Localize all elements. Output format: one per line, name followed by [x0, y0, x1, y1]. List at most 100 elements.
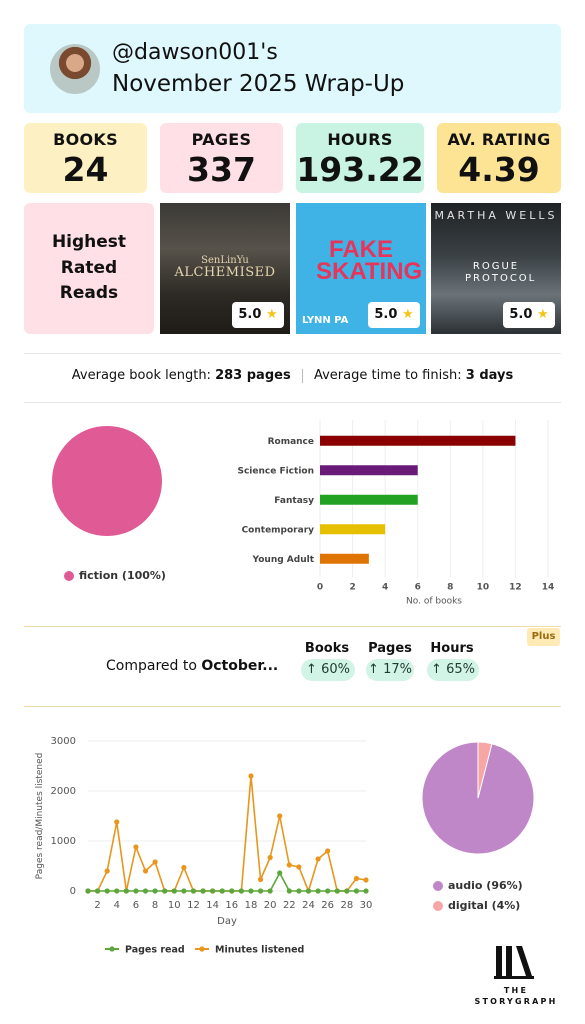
compared-prefix: Compared to [106, 658, 197, 674]
header-banner: @dawson001's November 2025 Wrap-Up [24, 24, 561, 113]
divider [24, 402, 561, 403]
data-point[interactable] [104, 868, 110, 874]
data-point[interactable] [248, 888, 254, 894]
bar-contemporary[interactable] [320, 524, 386, 535]
data-point[interactable] [114, 888, 120, 894]
data-point[interactable] [238, 888, 244, 894]
data-point[interactable] [325, 888, 331, 894]
data-point[interactable] [210, 888, 216, 894]
x-axis-label: Day [217, 916, 237, 927]
data-point[interactable] [334, 888, 340, 894]
data-point[interactable] [104, 888, 110, 894]
data-point[interactable] [142, 888, 149, 894]
x-tick-label: 12 [187, 900, 200, 911]
bar-young-adult[interactable] [320, 553, 369, 564]
data-point[interactable] [305, 888, 312, 894]
data-point[interactable] [257, 876, 264, 883]
avatar[interactable] [50, 44, 100, 94]
x-tick-label: 28 [340, 900, 353, 911]
book-cover-fake-skating[interactable]: FAKE SKATING LYNN PA 5.0 ★ [296, 203, 426, 334]
data-point[interactable] [123, 888, 129, 894]
data-point[interactable] [286, 862, 292, 868]
data-point[interactable] [257, 888, 264, 894]
x-tick-label: 14 [542, 583, 555, 593]
cover-author: SenLinYu [201, 255, 249, 266]
data-point[interactable] [277, 813, 283, 819]
page-title: November 2025 Wrap-Up [112, 71, 405, 97]
data-point[interactable] [114, 819, 120, 825]
avg-length-label: Average book length: [71, 368, 211, 383]
book-cover-rogue-protocol[interactable]: MARTHA WELLS ROGUE PROTOCOL 5.0 ★ [431, 203, 561, 334]
data-point[interactable] [286, 888, 292, 894]
stat-pages: PAGES 337 [160, 123, 283, 193]
x-tick-label: 2 [94, 900, 100, 911]
data-point[interactable] [190, 888, 197, 894]
legend-label: fiction (100%) [79, 569, 166, 582]
data-point[interactable] [171, 888, 177, 894]
stat-value: 337 [187, 150, 256, 189]
avg-time-value: 3 days [465, 368, 514, 383]
data-point[interactable] [229, 888, 235, 894]
x-tick-label: 8 [152, 900, 158, 911]
data-point[interactable] [248, 773, 254, 779]
stat-value: 24 [62, 150, 109, 189]
data-point[interactable] [315, 888, 321, 894]
data-point[interactable] [152, 888, 158, 894]
data-point[interactable] [363, 888, 369, 894]
data-point[interactable] [315, 856, 321, 862]
storygraph-logo-icon[interactable] [494, 944, 534, 980]
data-point[interactable] [152, 859, 158, 865]
cover-title: ALCHEMISED [174, 265, 276, 280]
x-tick-label: 6 [133, 900, 139, 911]
x-tick-label: 26 [321, 900, 334, 911]
bar-science-fiction[interactable] [320, 465, 418, 476]
pie-slice-digital[interactable] [477, 741, 493, 799]
bar-fantasy[interactable] [320, 494, 418, 505]
pie-slice-fiction[interactable] [52, 426, 162, 536]
data-point[interactable] [94, 888, 101, 894]
format-pie-chart [421, 741, 535, 855]
storygraph-logo-text: THE STORYGRAPH [470, 985, 562, 1007]
data-point[interactable] [353, 875, 360, 882]
username[interactable]: @dawson001's [112, 40, 278, 65]
x-tick-label: 18 [245, 900, 258, 911]
data-point[interactable] [181, 864, 187, 871]
stat-label: HOURS [327, 130, 393, 149]
data-point[interactable] [277, 870, 283, 876]
data-point[interactable] [353, 888, 360, 894]
y-tick-label: 3000 [51, 736, 76, 747]
data-point[interactable] [142, 868, 149, 874]
compare-value: 65% [446, 662, 475, 677]
x-tick-label: 0 [317, 583, 323, 593]
data-point[interactable] [325, 848, 331, 854]
plus-badge: Plus [527, 628, 560, 646]
x-tick-label: 14 [206, 900, 219, 911]
data-point[interactable] [344, 888, 350, 894]
data-point[interactable] [200, 888, 206, 894]
data-point[interactable] [267, 888, 273, 894]
divider [24, 353, 561, 354]
data-point[interactable] [133, 844, 139, 850]
data-point[interactable] [162, 888, 168, 894]
compare-pill-pages: ↑ 17% [366, 659, 414, 681]
x-tick-label: 2 [349, 583, 355, 593]
arrow-up-icon: ↑ [368, 662, 379, 677]
data-point[interactable] [133, 888, 139, 894]
legend-marker [199, 946, 205, 952]
data-point[interactable] [181, 888, 187, 894]
data-point[interactable] [363, 877, 369, 883]
legend-label: digital (4%) [448, 899, 521, 912]
data-point[interactable] [296, 888, 302, 894]
stat-label: BOOKS [53, 130, 118, 149]
data-point[interactable] [85, 888, 91, 894]
data-point[interactable] [296, 864, 302, 870]
data-point[interactable] [219, 888, 225, 894]
separator [301, 368, 303, 383]
data-point[interactable] [267, 854, 273, 861]
compared-month[interactable]: October... [201, 658, 279, 674]
bar-romance[interactable] [320, 435, 516, 446]
legend-label: Minutes listened [215, 945, 304, 956]
book-cover-alchemised[interactable]: SenLinYu ALCHEMISED 5.0 ★ [160, 203, 290, 334]
compare-pill-hours: ↑ 65% [427, 659, 479, 681]
y-tick-label: 0 [70, 886, 76, 897]
